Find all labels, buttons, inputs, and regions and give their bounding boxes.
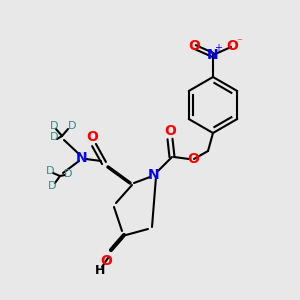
Text: N: N <box>76 151 88 165</box>
Text: O: O <box>187 152 199 166</box>
Text: D: D <box>68 121 76 131</box>
Text: D: D <box>46 166 54 176</box>
Text: D: D <box>50 132 58 142</box>
Text: +: + <box>214 43 222 53</box>
Text: O: O <box>188 39 200 53</box>
Text: H: H <box>95 265 105 278</box>
Text: N: N <box>148 168 160 182</box>
Text: ⁻: ⁻ <box>236 37 242 47</box>
Text: D: D <box>64 169 72 179</box>
Text: D: D <box>48 181 56 191</box>
Text: O: O <box>86 130 98 144</box>
Text: D: D <box>50 121 58 131</box>
Text: O: O <box>100 254 112 268</box>
Text: O: O <box>226 39 238 53</box>
Text: O: O <box>164 124 176 138</box>
Text: N: N <box>207 48 219 62</box>
